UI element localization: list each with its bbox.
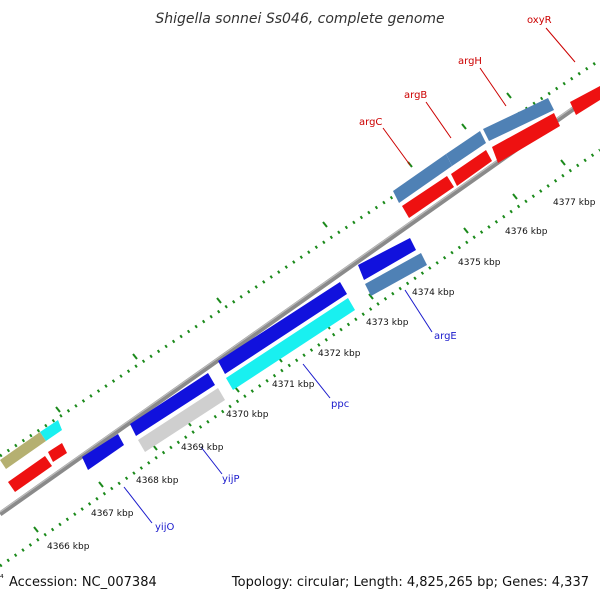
genome-stats-text: Topology: circular; Length: 4,825,265 bp… xyxy=(231,575,589,590)
feature-argE-blue xyxy=(358,238,416,280)
tick-label: 4377 kbp xyxy=(553,198,596,208)
feature-ppc-blue xyxy=(218,282,347,374)
tick-label: 4373 kbp xyxy=(366,318,409,328)
leader-yijP xyxy=(200,446,223,475)
map-title: Shigella sonnei Ss046, complete genome xyxy=(155,11,444,27)
tick-label: 4368 kbp xyxy=(136,476,179,486)
upper-tick-marks xyxy=(55,92,512,413)
gene-label-ppc: ppc xyxy=(331,399,349,410)
feature-red-argB xyxy=(451,150,492,186)
reverse-features xyxy=(82,238,427,470)
feature-red-argH xyxy=(492,113,560,163)
tick-label: 4367 kbp xyxy=(91,509,134,519)
feature-yijO xyxy=(82,434,124,470)
feature-yijP-grey xyxy=(138,388,225,452)
feature-red-left-a xyxy=(8,456,52,492)
corner-mark: ⁴ xyxy=(0,574,4,584)
leader-argE xyxy=(404,289,433,333)
gene-label-argE: argE xyxy=(434,331,457,342)
tick-labels: 4366 kbp 4367 kbp 4368 kbp 4369 kbp 4370… xyxy=(47,198,596,552)
gene-label-oxyR: oxyR xyxy=(527,15,552,26)
feature-ppc-cyan xyxy=(226,298,355,390)
gene-label-argH: argH xyxy=(458,56,482,67)
gc-track-lower xyxy=(0,148,600,568)
gene-label-yijO: yijO xyxy=(155,522,174,533)
feature-argC xyxy=(393,154,452,203)
feature-yijP-blue xyxy=(130,373,215,436)
feature-olive xyxy=(0,432,46,469)
tick-label: 4370 kbp xyxy=(226,410,269,420)
leader-ppc xyxy=(302,363,331,399)
gene-label-argC: argC xyxy=(359,117,382,128)
feature-red-argC xyxy=(402,176,454,218)
feature-red-oxyR xyxy=(570,86,600,115)
feature-argE-steel xyxy=(365,253,427,296)
tick-label: 4375 kbp xyxy=(458,258,501,268)
label-leaders xyxy=(123,27,576,524)
leader-oxyR xyxy=(545,27,576,63)
leader-argH xyxy=(479,67,507,107)
feature-cyan-small xyxy=(40,420,62,441)
leader-argB xyxy=(425,101,452,139)
tick-label: 4369 kbp xyxy=(181,443,224,453)
gene-label-yijP: yijP xyxy=(222,474,240,485)
accession-text: Accession: NC_007384 xyxy=(9,575,157,590)
tick-label: 4376 kbp xyxy=(505,227,548,237)
forward-features xyxy=(0,86,600,492)
feature-argH-blue xyxy=(483,98,554,141)
tick-label: 4374 kbp xyxy=(412,288,455,298)
feature-argB xyxy=(446,131,486,166)
leader-yijO xyxy=(123,486,153,524)
gene-label-argB: argB xyxy=(404,90,427,101)
gene-labels: oxyR argH argB argC argE ppc yijP yijO xyxy=(155,15,552,533)
tick-label: 4371 kbp xyxy=(272,380,315,390)
tick-label: 4366 kbp xyxy=(47,542,90,552)
leader-argC xyxy=(382,127,411,166)
feature-red-left-b xyxy=(48,443,67,462)
tick-label: 4372 kbp xyxy=(318,349,361,359)
